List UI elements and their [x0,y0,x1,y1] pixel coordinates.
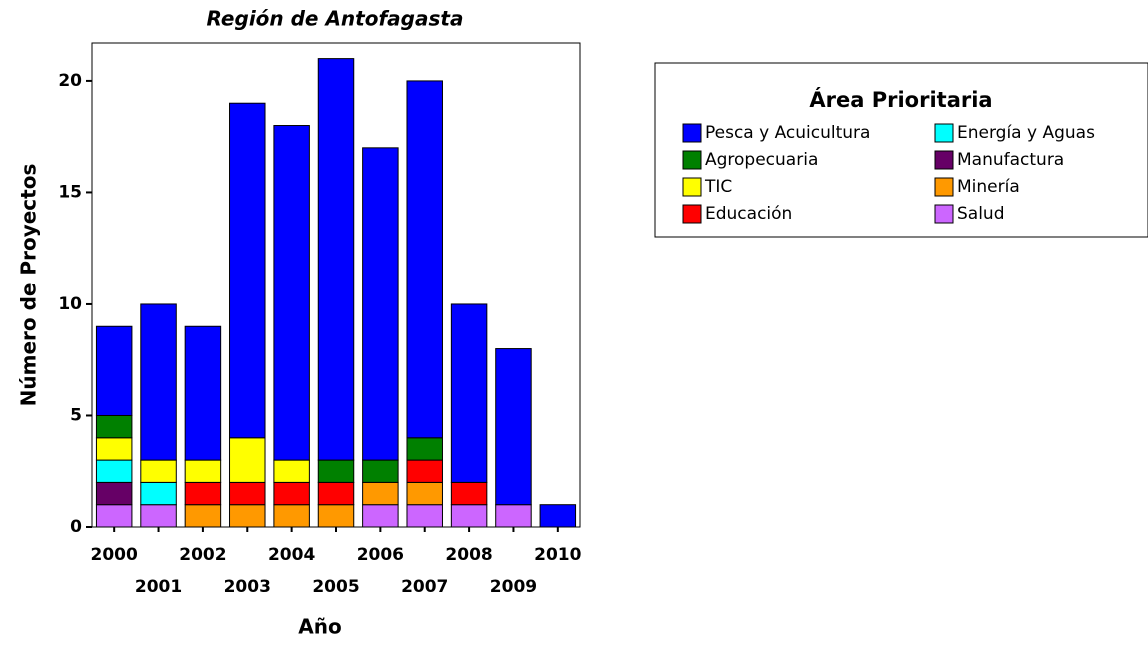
y-tick-label: 5 [70,405,82,425]
x-tick-label: 2000 [91,545,138,565]
bar-segment [184,459,222,483]
legend-label: Energía y Aguas [957,123,1095,143]
x-tick-label: 2002 [179,545,226,565]
legend-label: Manufactura [957,150,1064,170]
bar-segment [406,459,443,483]
bar-segment [95,459,133,483]
bar-segment [140,504,177,528]
bar-segment [317,459,355,483]
x-axis-title: Año [298,615,341,639]
legend-swatch [682,150,702,170]
y-tick-label: 0 [70,517,82,537]
bar-segment [406,80,443,439]
bar-segment [539,504,577,528]
legend-label: Agropecuaria [705,150,818,170]
bar-segment [273,481,310,506]
bar-segment [95,325,133,416]
bar-segment [362,147,399,461]
bar-segment [450,303,488,483]
legend-label: Minería [957,177,1020,197]
legend-swatch [682,177,702,197]
legend-swatch [934,123,954,143]
x-tick-label: 2008 [445,545,492,565]
bar-segment [406,504,443,528]
bar-segment [229,504,266,528]
bar-segment [184,504,222,528]
bar-segment [317,481,355,506]
bar-segment [362,504,399,528]
y-axis-title: Número de Proyectos [17,164,41,407]
bar-segment [317,504,355,528]
x-tick-label: 2007 [401,577,448,597]
bar-segment [184,481,222,506]
legend-swatch [934,204,954,224]
bar-segment [450,504,488,528]
x-tick-label: 2009 [490,577,537,597]
y-tick-label: 15 [58,182,82,202]
bar-segment [317,58,355,461]
bar-segment [229,437,266,483]
legend-label: Educación [705,204,792,224]
legend-title: Área Prioritaria [809,87,992,112]
bar-segment [273,459,310,483]
bar-segment [140,481,177,506]
legend-box [654,62,1148,238]
x-tick-label: 2010 [534,545,581,565]
bar-segment [362,459,399,483]
legend-swatch [682,123,702,143]
legend-swatch [934,177,954,197]
bar-segment [495,504,532,528]
bar-segment [95,504,133,528]
bar-segment [95,437,133,461]
legend-label: Salud [957,204,1005,224]
x-tick-label: 2003 [224,577,271,597]
x-tick-label: 2001 [135,577,182,597]
bar-segment [495,348,532,506]
legend-swatch [682,204,702,224]
bar-segment [184,325,222,461]
bar-segment [450,481,488,506]
bar-segment [95,414,133,439]
legend-label: TIC [704,177,732,197]
chart-title: Región de Antofagasta [207,7,464,31]
bar-segment [229,481,266,506]
bar-segment [140,303,177,461]
bar-segment [362,481,399,506]
bar-segment [406,437,443,461]
legend-label: Pesca y Acuicultura [705,123,870,143]
y-tick-label: 10 [58,294,82,314]
bar-segment [273,504,310,528]
legend-swatch [934,150,954,170]
bar-segment [273,125,310,461]
x-tick-label: 2005 [312,577,359,597]
bar-segment [406,481,443,506]
bar-segment [229,102,266,439]
bar-segment [140,459,177,483]
y-tick-label: 20 [58,71,82,91]
x-tick-label: 2006 [357,545,404,565]
bar-segment [95,481,133,506]
x-tick-label: 2004 [268,545,315,565]
